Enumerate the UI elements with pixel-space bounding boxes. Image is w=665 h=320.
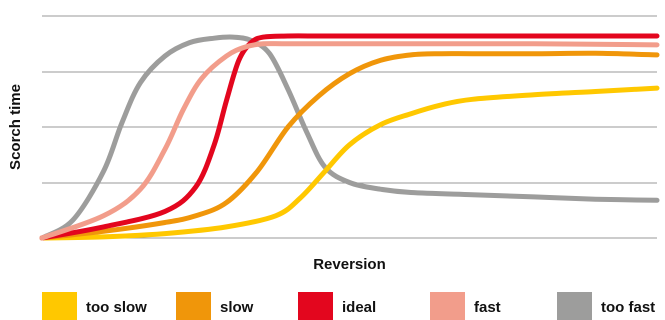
legend-label-fast: fast (474, 299, 501, 316)
legend-swatch-too-fast (557, 292, 592, 320)
series-line-ideal (39, 33, 660, 241)
legend-label-slow: slow (220, 299, 254, 316)
legend: too slow slow ideal fast too fast (42, 292, 655, 320)
series-line-fast (39, 41, 660, 241)
x-axis-title: Reversion (313, 256, 386, 273)
legend-item-too-fast: too fast (557, 292, 655, 320)
legend-label-too-slow: too slow (86, 299, 147, 316)
series-line-too-fast (39, 34, 660, 241)
legend-item-too-slow: too slow (42, 292, 147, 320)
legend-swatch-fast (430, 292, 465, 320)
legend-label-too-fast: too fast (601, 299, 655, 316)
legend-swatch-ideal (298, 292, 333, 320)
series-lines (39, 33, 660, 241)
legend-swatch-slow (176, 292, 211, 320)
series-line-too-slow (39, 85, 660, 241)
legend-item-fast: fast (430, 292, 501, 320)
legend-label-ideal: ideal (342, 299, 376, 316)
legend-swatch-too-slow (42, 292, 77, 320)
y-axis-title: Scorch time (7, 84, 24, 170)
legend-item-slow: slow (176, 292, 254, 320)
series-line-slow (39, 50, 660, 241)
legend-item-ideal: ideal (298, 292, 376, 320)
